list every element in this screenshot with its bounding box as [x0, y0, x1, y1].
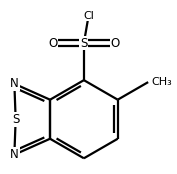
Text: N: N	[10, 77, 19, 90]
Text: O: O	[110, 37, 120, 50]
Text: S: S	[80, 37, 88, 50]
Text: N: N	[10, 148, 19, 161]
Text: Cl: Cl	[83, 11, 94, 21]
Text: O: O	[48, 37, 57, 50]
Text: CH₃: CH₃	[151, 77, 172, 87]
Text: S: S	[12, 113, 19, 126]
